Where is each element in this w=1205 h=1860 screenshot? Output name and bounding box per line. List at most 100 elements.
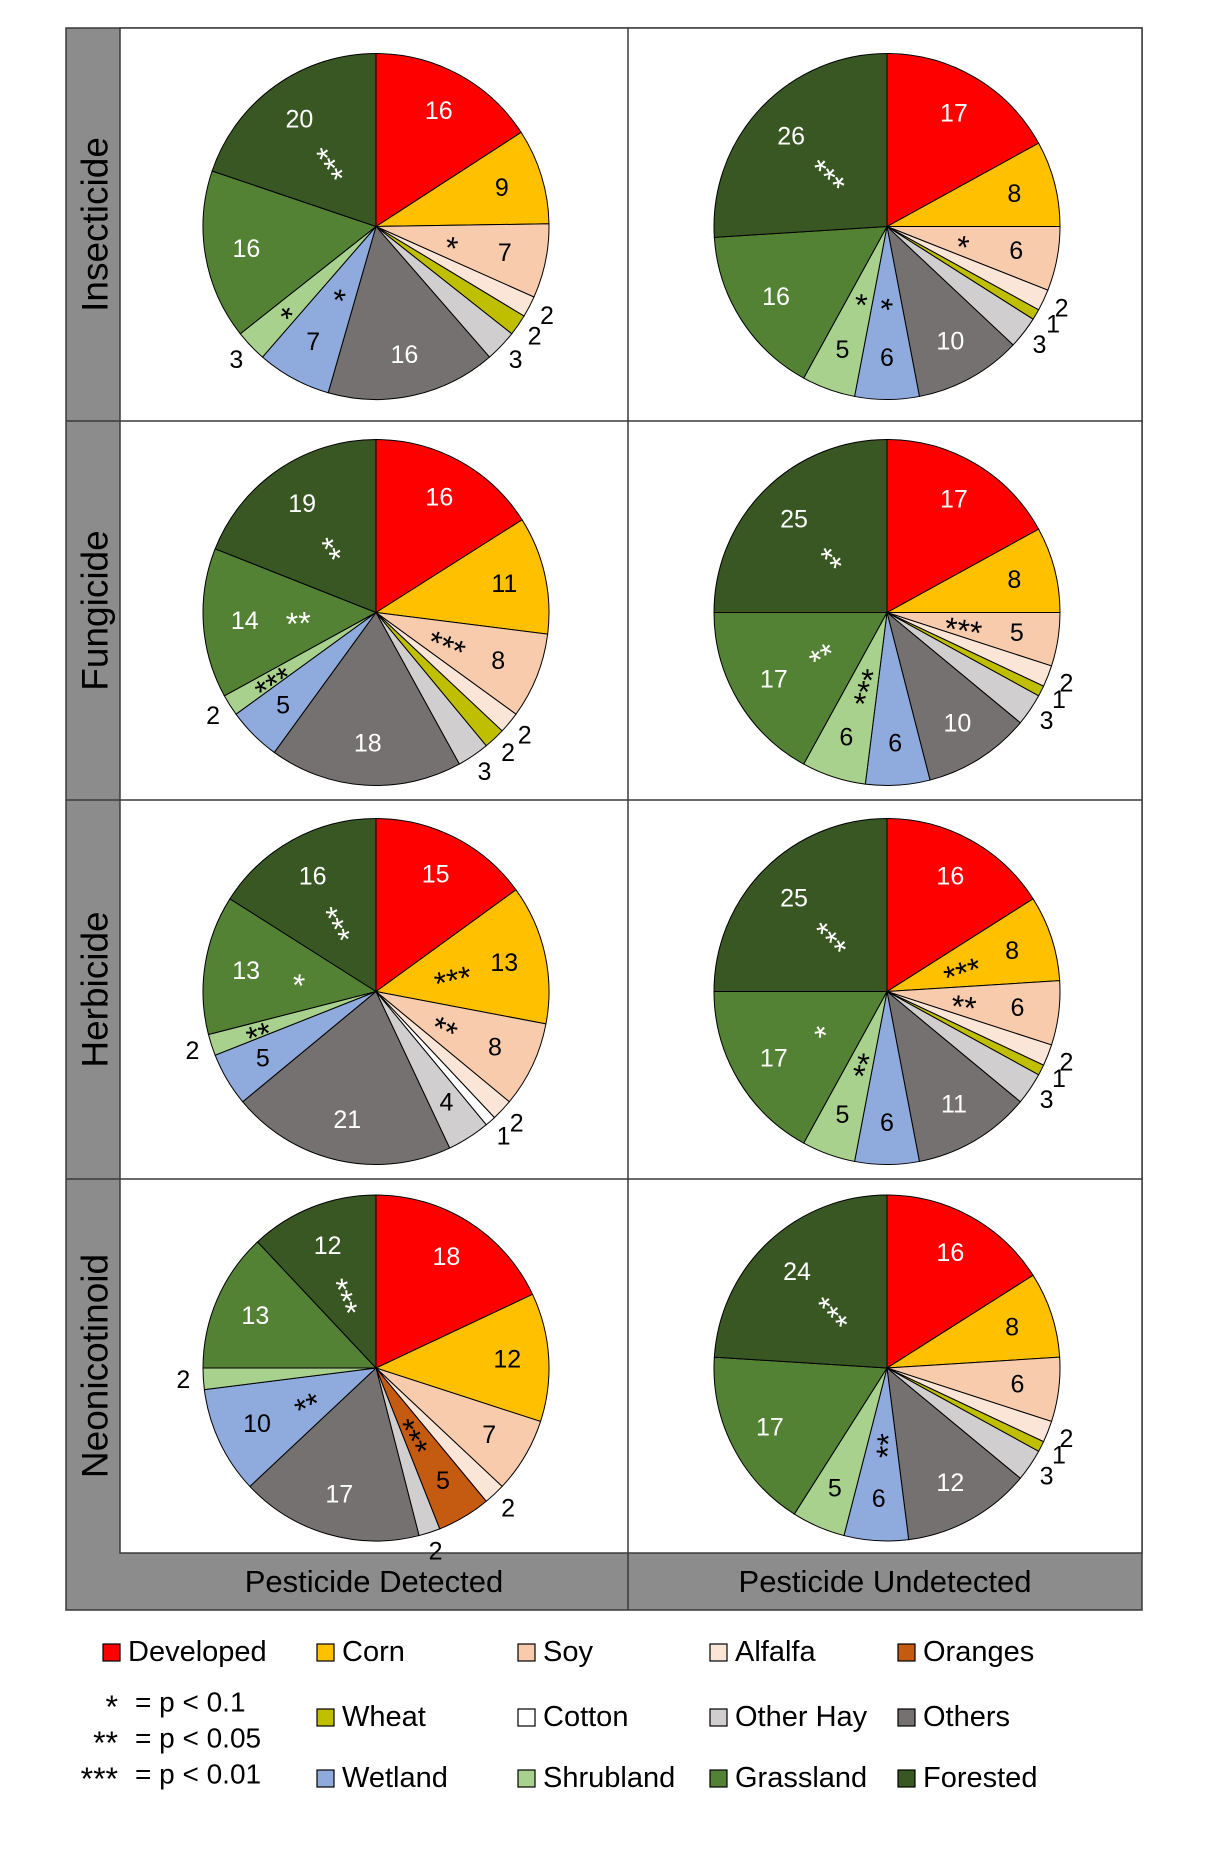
data-label: 11 — [941, 1091, 967, 1119]
legend-item-shrubland: Shrubland — [517, 1762, 675, 1794]
legend-swatch — [709, 1643, 728, 1662]
significance-stars: * — [289, 966, 307, 1004]
data-label: 1 — [1046, 311, 1060, 339]
significance-legend-text: = p < 0.1 — [135, 1687, 246, 1718]
legend-item-soy: Soy — [517, 1636, 593, 1668]
data-label: 1 — [1052, 686, 1066, 714]
pie-slice-developed — [886, 52, 1040, 228]
pie-slice-grassland — [202, 898, 378, 1036]
data-label: 6 — [839, 724, 853, 752]
legend: Developed Corn Soy Alfalfa Oranges Wheat Cotto… — [102, 1636, 1037, 1794]
data-label: 16 — [233, 235, 261, 263]
data-label: 2 — [540, 302, 554, 330]
pie-slice-others — [886, 225, 1014, 398]
legend-item-wheat: Wheat — [316, 1701, 426, 1733]
pie-slice-others — [249, 1367, 420, 1542]
data-label: 8 — [1005, 1313, 1019, 1341]
legend-swatch — [709, 1708, 728, 1727]
data-label: 6 — [1010, 994, 1024, 1022]
data-label: 6 — [1009, 237, 1023, 265]
legend-swatch — [897, 1769, 916, 1788]
data-label: 6 — [872, 1485, 886, 1513]
data-label: 2 — [501, 1495, 515, 1523]
legend-swatch — [517, 1643, 536, 1662]
pie-slice-developed — [375, 52, 522, 228]
data-label: 2 — [429, 1538, 443, 1566]
data-label: 7 — [498, 239, 512, 267]
data-label: 10 — [944, 710, 972, 738]
row-label: Fungicide — [75, 530, 116, 690]
data-label: 8 — [1007, 180, 1021, 208]
pie-slice-grassland — [202, 170, 378, 335]
data-label: 1 — [1052, 1065, 1066, 1093]
data-label: 13 — [241, 1302, 269, 1330]
data-label: 12 — [314, 1232, 342, 1260]
data-label: 16 — [936, 862, 964, 890]
significance-legend: * = p < 0.1 ** = p < 0.05 *** = p < 0.01 — [81, 1687, 261, 1798]
pie-slice-corn — [374, 889, 550, 1025]
data-label: 5 — [436, 1467, 450, 1495]
pie-slice-developed — [886, 1194, 1034, 1369]
significance-legend-stars: * — [106, 1689, 118, 1725]
data-label: 2 — [1059, 1425, 1073, 1453]
data-label: 17 — [760, 1044, 788, 1072]
pie-slice-wetland — [203, 1367, 378, 1488]
significance-legend-text: = p < 0.01 — [135, 1759, 261, 1790]
data-label: 2 — [176, 1366, 190, 1394]
data-label: 16 — [936, 1239, 964, 1267]
column-label: Pesticide Detected — [245, 1564, 503, 1599]
data-label: 12 — [936, 1469, 964, 1497]
pie-slice-others — [273, 611, 461, 786]
data-label: 17 — [760, 665, 788, 693]
legend-item-corn: Corn — [316, 1636, 405, 1668]
data-label: 20 — [285, 106, 313, 134]
data-label: 1 — [1052, 1442, 1066, 1470]
legend-item-grassland: Grassland — [709, 1762, 867, 1794]
data-label: 7 — [306, 328, 320, 356]
data-label: 12 — [493, 1346, 521, 1374]
legend-item-wetland: Wetland — [316, 1762, 448, 1794]
legend-swatch — [102, 1643, 121, 1662]
pie-slice-forested — [229, 817, 377, 993]
pie-slice-corn — [374, 131, 550, 228]
data-label: 15 — [422, 860, 450, 888]
pie-slice-grassland — [713, 225, 888, 379]
legend-swatch — [316, 1769, 335, 1788]
data-label: 6 — [880, 1109, 894, 1137]
data-label: 5 — [836, 336, 850, 364]
data-label: 2 — [1059, 1049, 1073, 1077]
significance-stars: ** — [869, 1433, 906, 1460]
significance-legend-stars: *** — [81, 1761, 118, 1797]
data-label: 2 — [185, 1037, 199, 1065]
pie-slice-others — [327, 225, 491, 400]
data-label: 2 — [206, 702, 220, 730]
data-label: 6 — [888, 730, 902, 758]
legend-label: Wheat — [342, 1701, 426, 1733]
legend-swatch — [517, 1708, 536, 1727]
legend-label: Soy — [543, 1636, 593, 1668]
pie-slice-forested — [214, 438, 377, 614]
pie-slice-developed — [886, 817, 1034, 993]
legend-label: Cotton — [543, 1701, 628, 1733]
data-label: 10 — [936, 328, 964, 356]
data-label: 5 — [836, 1101, 850, 1129]
data-label: 5 — [256, 1044, 270, 1072]
data-label: 3 — [229, 346, 243, 374]
data-label: 17 — [940, 485, 968, 513]
data-label: 2 — [510, 1110, 524, 1138]
significance-stars: *** — [431, 959, 475, 1002]
legend-label: Developed — [128, 1636, 267, 1668]
data-label: 3 — [478, 758, 492, 786]
legend-swatch — [316, 1643, 335, 1662]
data-label: 18 — [433, 1243, 461, 1271]
legend-swatch — [316, 1708, 335, 1727]
data-label: 14 — [231, 607, 259, 635]
data-label: 2 — [1055, 295, 1069, 323]
pie-slice-forested — [713, 52, 888, 238]
data-label: 3 — [1033, 331, 1047, 359]
